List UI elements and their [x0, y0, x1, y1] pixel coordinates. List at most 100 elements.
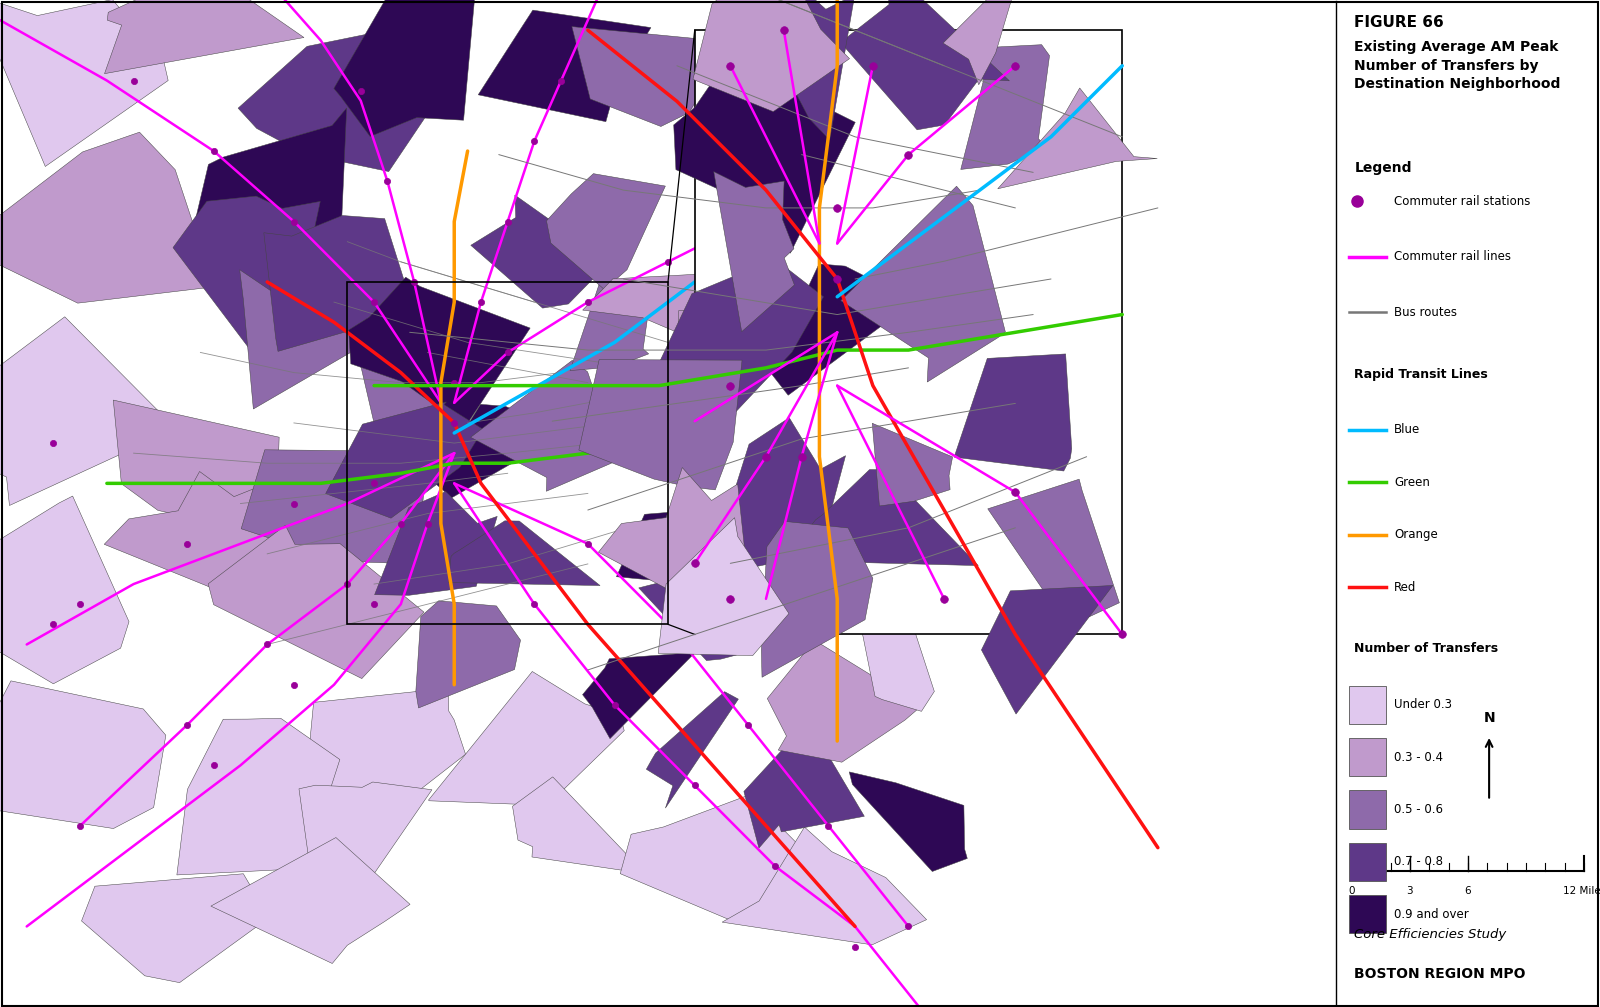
Polygon shape — [355, 338, 451, 479]
Polygon shape — [104, 0, 304, 74]
Text: 12 Miles: 12 Miles — [1563, 886, 1600, 896]
Text: Existing Average AM Peak
Number of Transfers by
Destination Neighborhood: Existing Average AM Peak Number of Trans… — [1355, 40, 1562, 91]
Bar — [1349, 895, 1386, 933]
Bar — [347, 282, 669, 624]
Polygon shape — [432, 405, 568, 497]
Polygon shape — [840, 0, 1010, 130]
Polygon shape — [306, 688, 466, 809]
Text: N: N — [1483, 711, 1494, 725]
Text: 0.5 - 0.6: 0.5 - 0.6 — [1394, 804, 1443, 816]
Text: 0.7 - 0.8: 0.7 - 0.8 — [1394, 856, 1443, 868]
Polygon shape — [987, 479, 1120, 623]
Polygon shape — [819, 94, 955, 200]
Text: Green: Green — [1394, 476, 1430, 488]
Polygon shape — [208, 526, 424, 679]
Text: Commuter rail stations: Commuter rail stations — [1394, 195, 1531, 207]
Polygon shape — [240, 270, 368, 409]
Polygon shape — [598, 467, 754, 635]
Text: FIGURE 66: FIGURE 66 — [1355, 15, 1445, 30]
Polygon shape — [570, 282, 651, 371]
Polygon shape — [872, 423, 952, 506]
Polygon shape — [470, 361, 618, 491]
Polygon shape — [571, 26, 774, 127]
Polygon shape — [264, 215, 448, 351]
Text: Legend: Legend — [1355, 161, 1411, 175]
Polygon shape — [870, 153, 986, 252]
Polygon shape — [998, 88, 1157, 188]
Polygon shape — [714, 171, 795, 331]
Text: 3: 3 — [1406, 886, 1413, 896]
Polygon shape — [582, 272, 733, 341]
Polygon shape — [850, 772, 968, 871]
Polygon shape — [512, 776, 651, 880]
Polygon shape — [942, 0, 1018, 85]
Text: Bus routes: Bus routes — [1394, 306, 1458, 318]
Polygon shape — [822, 215, 934, 324]
Polygon shape — [678, 46, 816, 169]
Polygon shape — [211, 838, 410, 964]
Polygon shape — [770, 264, 918, 395]
Bar — [1349, 843, 1386, 881]
Polygon shape — [416, 601, 520, 708]
Text: 6: 6 — [1464, 886, 1472, 896]
Polygon shape — [82, 874, 269, 983]
Polygon shape — [688, 416, 776, 492]
Polygon shape — [646, 692, 738, 808]
Polygon shape — [374, 491, 498, 595]
Polygon shape — [856, 602, 934, 711]
Text: Under 0.3: Under 0.3 — [1394, 699, 1453, 711]
Polygon shape — [114, 400, 278, 526]
Polygon shape — [658, 518, 789, 656]
Polygon shape — [762, 522, 874, 678]
Bar — [694, 30, 1122, 634]
Text: 0: 0 — [1349, 886, 1355, 896]
Polygon shape — [0, 317, 182, 506]
Polygon shape — [960, 44, 1050, 169]
Text: BOSTON REGION MPO: BOSTON REGION MPO — [1355, 967, 1526, 981]
Polygon shape — [674, 55, 856, 253]
Text: 0.9 and over: 0.9 and over — [1394, 908, 1469, 920]
Polygon shape — [917, 501, 1035, 589]
Text: Rapid Transit Lines: Rapid Transit Lines — [1355, 368, 1488, 381]
Text: 0.3 - 0.4: 0.3 - 0.4 — [1394, 751, 1443, 763]
Polygon shape — [693, 0, 850, 112]
Polygon shape — [178, 718, 339, 875]
Bar — [1349, 686, 1386, 724]
Polygon shape — [429, 672, 624, 806]
Polygon shape — [771, 0, 854, 140]
Polygon shape — [638, 567, 754, 661]
Polygon shape — [645, 257, 824, 429]
Polygon shape — [470, 195, 624, 308]
Bar — [1349, 790, 1386, 829]
Polygon shape — [920, 402, 992, 500]
Text: Commuter rail lines: Commuter rail lines — [1394, 251, 1510, 263]
Polygon shape — [478, 10, 651, 122]
Polygon shape — [981, 585, 1114, 714]
Polygon shape — [547, 173, 666, 290]
Polygon shape — [891, 297, 1029, 389]
Polygon shape — [744, 737, 864, 848]
Polygon shape — [0, 0, 168, 166]
Text: Number of Transfers: Number of Transfers — [1355, 642, 1499, 656]
Polygon shape — [811, 469, 978, 566]
Polygon shape — [0, 496, 130, 684]
Polygon shape — [104, 471, 282, 616]
Polygon shape — [242, 450, 427, 563]
Bar — [1349, 738, 1386, 776]
Polygon shape — [334, 0, 475, 137]
Polygon shape — [616, 509, 714, 585]
Text: Orange: Orange — [1394, 529, 1438, 541]
Polygon shape — [621, 795, 814, 921]
Polygon shape — [794, 263, 880, 354]
Polygon shape — [299, 782, 432, 932]
Polygon shape — [194, 108, 347, 251]
Polygon shape — [173, 196, 320, 370]
Polygon shape — [349, 277, 530, 427]
Polygon shape — [326, 402, 483, 519]
Polygon shape — [0, 132, 216, 303]
Polygon shape — [842, 186, 1005, 382]
Polygon shape — [709, 418, 845, 571]
Polygon shape — [954, 353, 1072, 471]
Polygon shape — [579, 359, 742, 489]
Polygon shape — [722, 827, 926, 945]
